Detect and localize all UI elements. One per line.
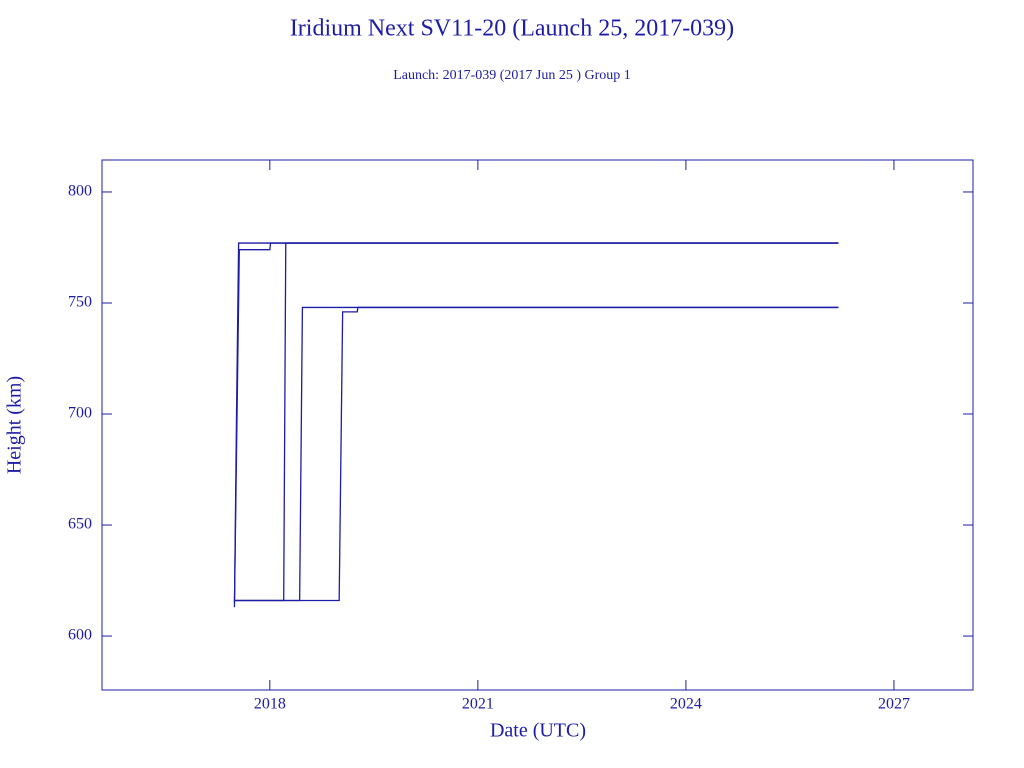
series-line <box>233 242 839 603</box>
y-tick-label: 800 <box>68 183 92 200</box>
y-tick-label: 600 <box>68 627 92 644</box>
y-tick-label: 650 <box>68 516 92 533</box>
plot-frame <box>101 159 974 691</box>
series-line <box>235 306 839 602</box>
chart-subtitle: Launch: 2017-039 (2017 Jun 25 ) Group 1 <box>393 68 631 83</box>
chart-title: Iridium Next SV11-20 (Launch 25, 2017-03… <box>290 16 734 42</box>
series-line <box>235 242 839 602</box>
x-tick-label: 2024 <box>670 696 702 713</box>
series-line <box>235 306 839 602</box>
y-tick-label: 750 <box>68 294 92 311</box>
x-tick-label: 2018 <box>254 696 286 713</box>
x-tick-label: 2027 <box>878 696 910 713</box>
y-axis-label: Height (km) <box>4 376 26 474</box>
y-tick-label: 700 <box>68 405 92 422</box>
x-axis-label: Date (UTC) <box>490 720 586 742</box>
series-line <box>233 242 839 608</box>
x-tick-label: 2021 <box>462 696 494 713</box>
